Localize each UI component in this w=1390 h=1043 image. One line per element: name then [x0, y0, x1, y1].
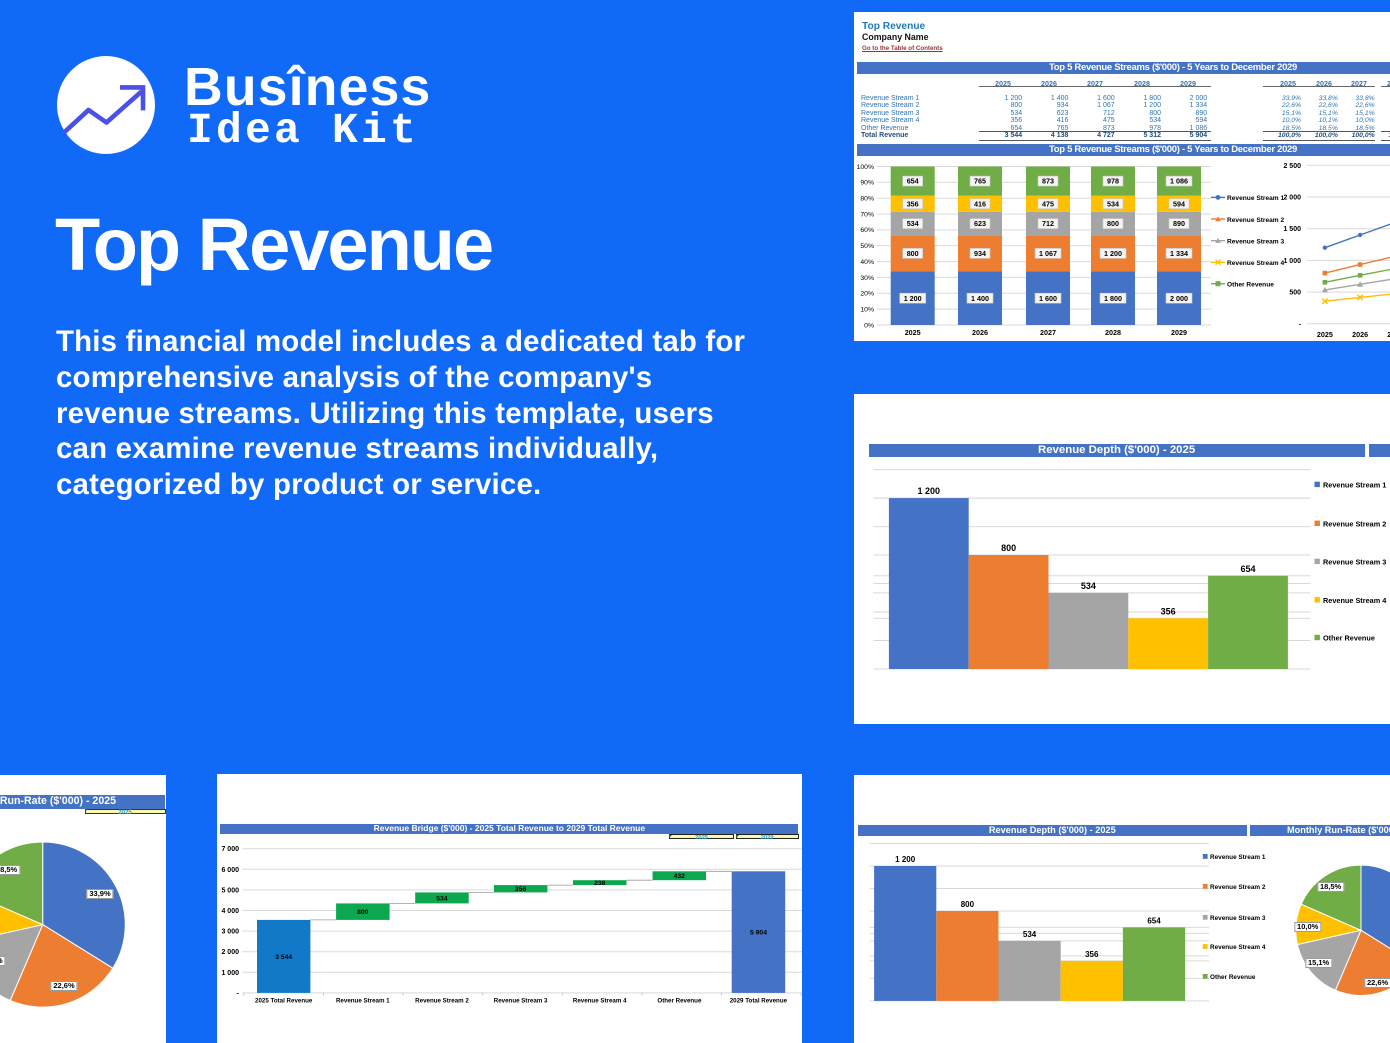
svg-text:416: 416	[974, 199, 986, 208]
svg-text:712: 712	[1042, 219, 1054, 228]
svg-text:1 400: 1 400	[971, 294, 989, 303]
svg-text:654: 654	[907, 177, 919, 186]
svg-text:Revenue Stream 3: Revenue Stream 3	[1210, 915, 1266, 922]
svg-text:Revenue Stream 2: Revenue Stream 2	[415, 998, 469, 1005]
svg-text:356: 356	[1085, 950, 1099, 959]
svg-text:2027: 2027	[1040, 328, 1056, 337]
svg-text:Revenue Stream 4: Revenue Stream 4	[1210, 944, 1266, 951]
svg-text:2029 Total Revenue: 2029 Total Revenue	[730, 998, 788, 1005]
svg-text:40%: 40%	[860, 259, 874, 266]
svg-text:Revenue Stream 2: Revenue Stream 2	[1323, 519, 1386, 528]
svg-text:500: 500	[1289, 290, 1301, 297]
svg-text:1 500: 1 500	[1283, 226, 1301, 233]
svg-text:873: 873	[1042, 177, 1054, 186]
svg-text:-: -	[237, 990, 240, 997]
svg-text:2 000: 2 000	[1170, 294, 1188, 303]
svg-text:20%: 20%	[860, 291, 874, 298]
svg-text:1 200: 1 200	[904, 294, 922, 303]
svg-text:Revenue Stream 1: Revenue Stream 1	[336, 998, 390, 1005]
svg-text:2029: 2029	[1171, 328, 1187, 337]
svg-text:2025: 2025	[1317, 330, 1333, 339]
svg-text:800: 800	[907, 249, 919, 258]
svg-text:80%: 80%	[860, 196, 874, 203]
svg-text:800: 800	[357, 909, 369, 916]
svg-text:534: 534	[436, 895, 448, 902]
svg-text:Revenue Stream 2: Revenue Stream 2	[1210, 884, 1266, 891]
svg-text:4 000: 4 000	[221, 908, 239, 915]
svg-text:Revenue Stream 1: Revenue Stream 1	[1210, 854, 1266, 861]
svg-text:Revenue Stream 4: Revenue Stream 4	[1323, 596, 1387, 605]
svg-text:654: 654	[1240, 564, 1255, 574]
svg-text:623: 623	[974, 219, 986, 228]
svg-text:50%: 50%	[860, 243, 874, 250]
svg-text:Revenue Stream 3: Revenue Stream 3	[1323, 557, 1386, 566]
svg-text:30%: 30%	[860, 275, 874, 282]
svg-text:1 800: 1 800	[1104, 294, 1122, 303]
svg-text:2025: 2025	[905, 328, 921, 337]
svg-text:534: 534	[1081, 581, 1096, 591]
svg-text:934: 934	[974, 249, 986, 258]
svg-text:800: 800	[1107, 219, 1119, 228]
svg-text:Other Revenue: Other Revenue	[1210, 974, 1256, 981]
svg-text:800: 800	[961, 900, 975, 909]
svg-text:Revenue Stream 3: Revenue Stream 3	[1227, 239, 1285, 246]
svg-text:534: 534	[1107, 199, 1119, 208]
svg-text:60%: 60%	[860, 227, 874, 234]
svg-text:356: 356	[907, 199, 919, 208]
svg-text:Other Revenue: Other Revenue	[1323, 634, 1375, 643]
svg-text:70%: 70%	[860, 211, 874, 218]
svg-text:100%: 100%	[857, 164, 874, 171]
svg-text:2026: 2026	[972, 328, 988, 337]
svg-text:1 200: 1 200	[1104, 249, 1122, 258]
svg-text:5 904: 5 904	[750, 930, 767, 937]
svg-text:800: 800	[1001, 543, 1016, 553]
svg-text:1 200: 1 200	[918, 486, 941, 496]
svg-text:534: 534	[907, 219, 919, 228]
svg-text:-: -	[1299, 321, 1302, 328]
svg-text:1 000: 1 000	[221, 970, 239, 977]
svg-text:356: 356	[1161, 606, 1176, 616]
svg-text:6 000: 6 000	[221, 867, 239, 874]
svg-text:Revenue Stream 4: Revenue Stream 4	[1227, 260, 1285, 267]
svg-text:2028: 2028	[1105, 328, 1121, 337]
svg-text:475: 475	[1042, 199, 1054, 208]
svg-text:978: 978	[1107, 177, 1119, 186]
svg-text:2027: 2027	[1387, 330, 1390, 339]
svg-text:534: 534	[1023, 930, 1037, 939]
svg-text:2025 Total Revenue: 2025 Total Revenue	[255, 998, 313, 1005]
svg-text:Revenue Stream 2: Revenue Stream 2	[1227, 217, 1285, 224]
svg-text:432: 432	[674, 873, 686, 880]
svg-text:10%: 10%	[860, 306, 874, 313]
svg-text:Revenue Stream 1: Revenue Stream 1	[1323, 480, 1386, 489]
svg-text:1 200: 1 200	[895, 855, 916, 864]
svg-text:2 000: 2 000	[221, 949, 239, 956]
svg-text:2 500: 2 500	[1283, 163, 1301, 170]
svg-text:1 334: 1 334	[1170, 249, 1188, 258]
svg-text:0%: 0%	[864, 322, 874, 329]
svg-text:Revenue Stream 3: Revenue Stream 3	[494, 998, 548, 1005]
svg-text:Revenue Stream 1: Revenue Stream 1	[1227, 195, 1285, 202]
svg-text:890: 890	[1173, 219, 1185, 228]
svg-text:654: 654	[1147, 916, 1161, 925]
svg-text:1 600: 1 600	[1039, 294, 1057, 303]
svg-text:356: 356	[515, 886, 527, 893]
svg-text:5 000: 5 000	[221, 887, 239, 894]
svg-text:3 544: 3 544	[275, 954, 292, 961]
svg-text:1 086: 1 086	[1170, 177, 1188, 186]
svg-text:1 000: 1 000	[1283, 258, 1301, 265]
svg-text:Other Revenue: Other Revenue	[1227, 282, 1274, 289]
svg-text:Revenue Stream 4: Revenue Stream 4	[573, 998, 627, 1005]
svg-text:90%: 90%	[860, 180, 874, 187]
svg-text:238: 238	[594, 880, 606, 887]
svg-text:Other Revenue: Other Revenue	[657, 998, 702, 1005]
svg-text:1 067: 1 067	[1039, 249, 1057, 258]
svg-text:2026: 2026	[1352, 330, 1368, 339]
svg-text:765: 765	[974, 177, 986, 186]
svg-text:7 000: 7 000	[221, 846, 239, 853]
svg-text:2 000: 2 000	[1283, 195, 1301, 202]
svg-text:3 000: 3 000	[221, 929, 239, 936]
svg-text:594: 594	[1173, 199, 1185, 208]
